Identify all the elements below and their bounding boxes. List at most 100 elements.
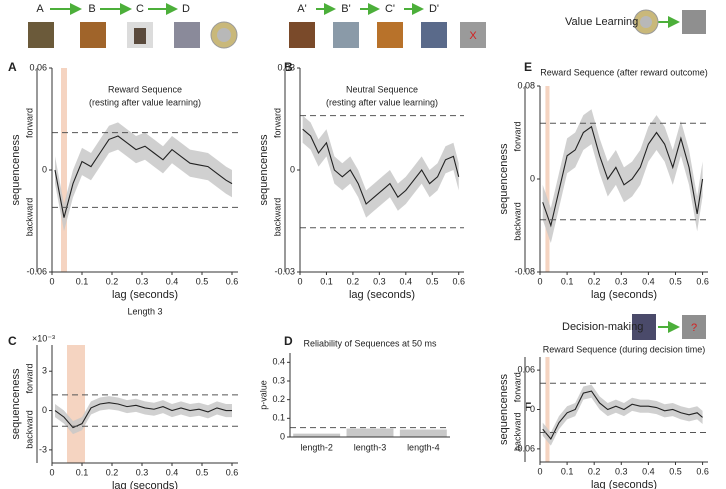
x-tick-label: 0.4 bbox=[166, 467, 179, 477]
y-axis-label: sequenceness bbox=[10, 134, 22, 205]
y-tick-label: -0.08 bbox=[514, 266, 535, 276]
chart-title: Length 3 bbox=[127, 306, 162, 316]
x-axis-label: lag (seconds) bbox=[591, 289, 657, 301]
x-tick-label: 0.1 bbox=[76, 276, 89, 286]
x-tick-label: 0.5 bbox=[196, 276, 209, 286]
x-tick-label: 0.1 bbox=[76, 467, 89, 477]
x-tick-label: 0.4 bbox=[400, 276, 413, 286]
item-label: A' bbox=[297, 3, 306, 15]
mean-line bbox=[302, 128, 460, 205]
arrows bbox=[50, 3, 680, 333]
x-tick-label: 0.1 bbox=[320, 276, 333, 286]
x-tick-label: 0 bbox=[49, 276, 54, 286]
mean-line bbox=[54, 402, 232, 429]
chart-title: Reward Sequence (during decision time) bbox=[543, 344, 706, 354]
item-label: C bbox=[136, 3, 144, 15]
y-axis-label: sequenceness bbox=[258, 134, 270, 205]
y-axis-label: p-value bbox=[258, 380, 268, 410]
y-tick-label: 0 bbox=[42, 164, 47, 174]
x-tick-label: 0 bbox=[297, 276, 302, 286]
backward-label: backward bbox=[24, 410, 34, 449]
x-tick-label: length-4 bbox=[407, 442, 440, 452]
item-label: B bbox=[88, 3, 95, 15]
no-reward-mark: X bbox=[469, 30, 477, 42]
x-tick-label: 0 bbox=[537, 276, 542, 286]
mean-line bbox=[54, 135, 233, 218]
stimulus-images bbox=[28, 9, 706, 340]
y-axis-label: sequenceness bbox=[498, 374, 510, 445]
item-label: A bbox=[36, 3, 44, 15]
confidence-band bbox=[302, 115, 459, 218]
confidence-band bbox=[55, 396, 232, 435]
unknown-mark: ? bbox=[691, 322, 697, 334]
y-tick-label: 0 bbox=[42, 405, 47, 415]
panel-letter: D bbox=[284, 334, 293, 348]
axis-multiplier: ×10⁻³ bbox=[32, 333, 55, 343]
decision-making-label: Decision-making bbox=[562, 321, 643, 333]
x-tick-label: 0.5 bbox=[669, 276, 682, 286]
panel-letter: A bbox=[8, 60, 17, 74]
highlight-window bbox=[67, 345, 85, 463]
y-tick-label: 0.1 bbox=[272, 413, 285, 423]
y-tick-label: -0.06 bbox=[26, 266, 47, 276]
bar bbox=[293, 433, 341, 437]
y-tick-label: -3 bbox=[39, 444, 47, 454]
x-tick-label: 0.2 bbox=[106, 467, 119, 477]
x-tick-label: 0.5 bbox=[669, 466, 682, 476]
y-tick-label: 0.2 bbox=[272, 394, 285, 404]
x-tick-label: length-2 bbox=[300, 442, 333, 452]
chart-title: Reward Sequence bbox=[108, 84, 182, 94]
x-tick-label: 0 bbox=[537, 466, 542, 476]
bar bbox=[399, 429, 447, 437]
chart-title: Neutral Sequence bbox=[346, 84, 418, 94]
forward-label: forward bbox=[512, 121, 522, 151]
x-tick-label: 0.3 bbox=[136, 276, 149, 286]
mean-line bbox=[542, 125, 704, 228]
x-tick-label: 0.3 bbox=[373, 276, 386, 286]
x-tick-label: 0.2 bbox=[588, 466, 601, 476]
x-tick-label: 0.3 bbox=[615, 466, 628, 476]
bar bbox=[346, 428, 394, 437]
x-tick-label: 0.6 bbox=[696, 276, 709, 286]
forward-label: forward bbox=[272, 108, 282, 138]
mean-line bbox=[542, 390, 703, 441]
backward-label: backward bbox=[512, 412, 522, 451]
y-tick-label: 3 bbox=[42, 366, 47, 376]
x-tick-label: 0.5 bbox=[196, 467, 209, 477]
y-tick-label: -0.06 bbox=[514, 443, 535, 453]
x-axis-label: lag (seconds) bbox=[349, 289, 415, 301]
x-axis-label: lag (seconds) bbox=[112, 480, 178, 489]
x-tick-label: 0.3 bbox=[136, 467, 149, 477]
y-tick-label: 0.4 bbox=[272, 357, 285, 367]
x-axis-label: lag (seconds) bbox=[112, 289, 178, 301]
x-tick-label: 0.6 bbox=[452, 276, 465, 286]
x-tick-label: 0.2 bbox=[347, 276, 360, 286]
y-tick-label: 0.3 bbox=[272, 375, 285, 385]
x-tick-label: 0.6 bbox=[226, 276, 239, 286]
x-tick-label: length-3 bbox=[354, 442, 387, 452]
backward-label: backward bbox=[24, 198, 34, 237]
chart-subtitle: (resting after value learning) bbox=[326, 97, 438, 107]
x-tick-label: 0.4 bbox=[166, 276, 179, 286]
backward-label: backward bbox=[512, 202, 522, 241]
backward-label: backward bbox=[272, 198, 282, 237]
chart-title: Reliability of Sequences at 50 ms bbox=[303, 338, 437, 348]
x-tick-label: 0 bbox=[49, 467, 54, 477]
item-label: D' bbox=[429, 3, 439, 15]
x-tick-label: 0.1 bbox=[561, 466, 574, 476]
highlight-window bbox=[545, 357, 550, 462]
highlight-window bbox=[61, 68, 67, 272]
y-axis-label: sequenceness bbox=[498, 143, 510, 214]
forward-label: forward bbox=[24, 108, 34, 138]
x-tick-label: 0.4 bbox=[642, 466, 655, 476]
x-tick-label: 0.5 bbox=[426, 276, 439, 286]
confidence-band bbox=[542, 109, 703, 243]
y-tick-label: 0.03 bbox=[277, 62, 295, 72]
y-tick-label: 0.06 bbox=[517, 365, 535, 375]
forward-label: forward bbox=[512, 372, 522, 402]
chart-subtitle: (resting after value learning) bbox=[89, 97, 201, 107]
y-tick-label: 0 bbox=[530, 173, 535, 183]
item-label: D bbox=[182, 3, 190, 15]
x-tick-label: 0.4 bbox=[642, 276, 655, 286]
